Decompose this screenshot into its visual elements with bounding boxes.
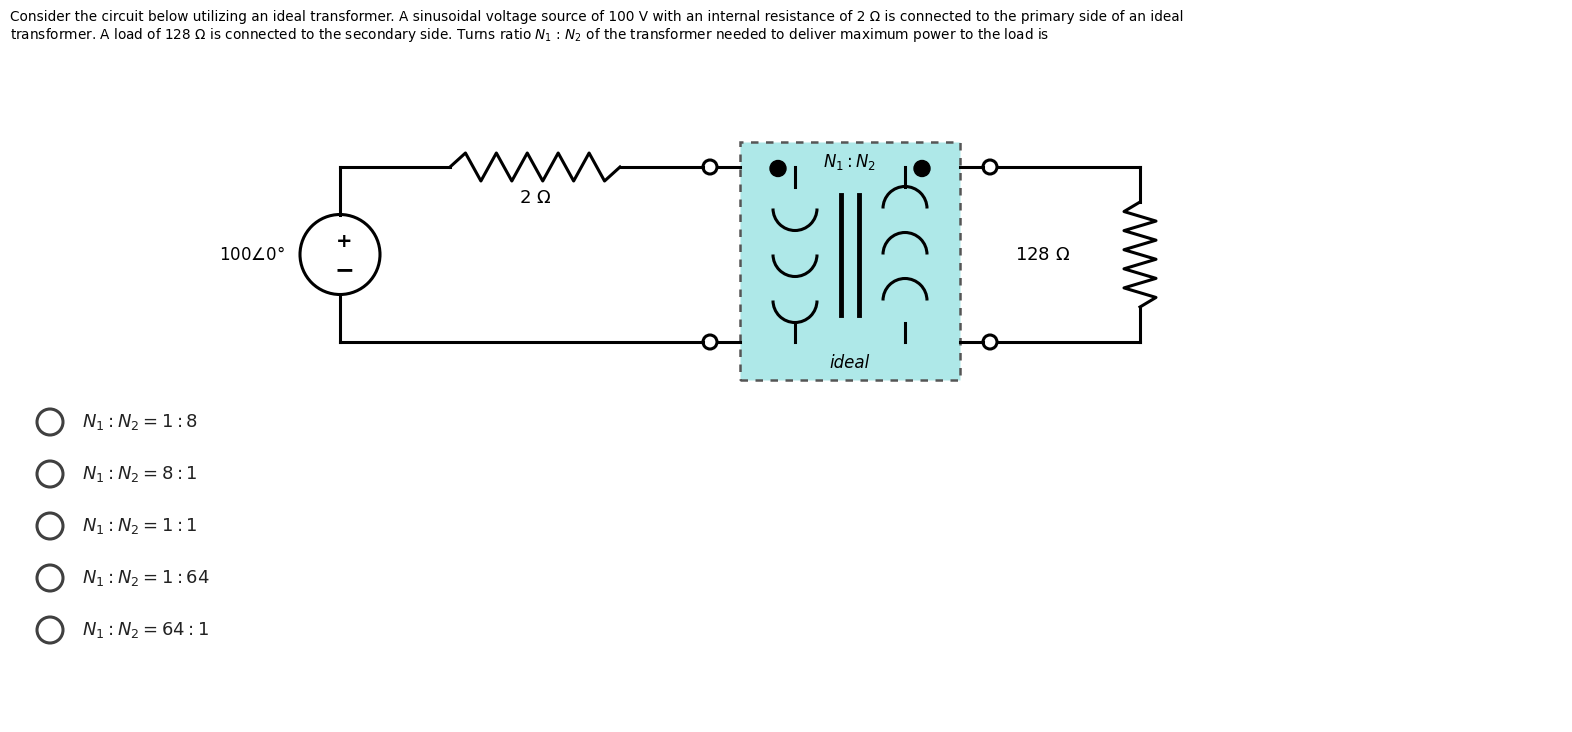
Text: $N_1 : N_2 = 1 : 1$: $N_1 : N_2 = 1 : 1$	[82, 516, 198, 536]
Bar	[740, 142, 960, 380]
Text: $N_1 : N_2 = 64 : 1$: $N_1 : N_2 = 64 : 1$	[82, 620, 209, 640]
Text: Consider the circuit below utilizing an ideal transformer. A sinusoidal voltage : Consider the circuit below utilizing an …	[9, 10, 1184, 24]
Text: transformer. A load of 128 Ω is connected to the secondary side. Turns ratio $N_: transformer. A load of 128 Ω is connecte…	[9, 26, 1050, 44]
Text: $N_1 : N_2 = 1 : 64$: $N_1 : N_2 = 1 : 64$	[82, 568, 209, 588]
Text: $100\angle0\degree$: $100\angle0\degree$	[219, 245, 285, 264]
Text: −: −	[335, 258, 354, 283]
Circle shape	[770, 160, 786, 176]
Text: $2\ \Omega$: $2\ \Omega$	[519, 189, 552, 207]
Text: $N_1 : N_2 = 8 : 1$: $N_1 : N_2 = 8 : 1$	[82, 464, 198, 484]
Text: $N_1:N_2$: $N_1:N_2$	[824, 152, 877, 172]
Text: $N_1 : N_2 = 1 : 8$: $N_1 : N_2 = 1 : 8$	[82, 412, 198, 432]
Text: ideal: ideal	[830, 354, 871, 372]
Text: +: +	[336, 232, 352, 251]
Text: $128\ \Omega$: $128\ \Omega$	[1016, 245, 1071, 264]
Circle shape	[913, 160, 931, 176]
